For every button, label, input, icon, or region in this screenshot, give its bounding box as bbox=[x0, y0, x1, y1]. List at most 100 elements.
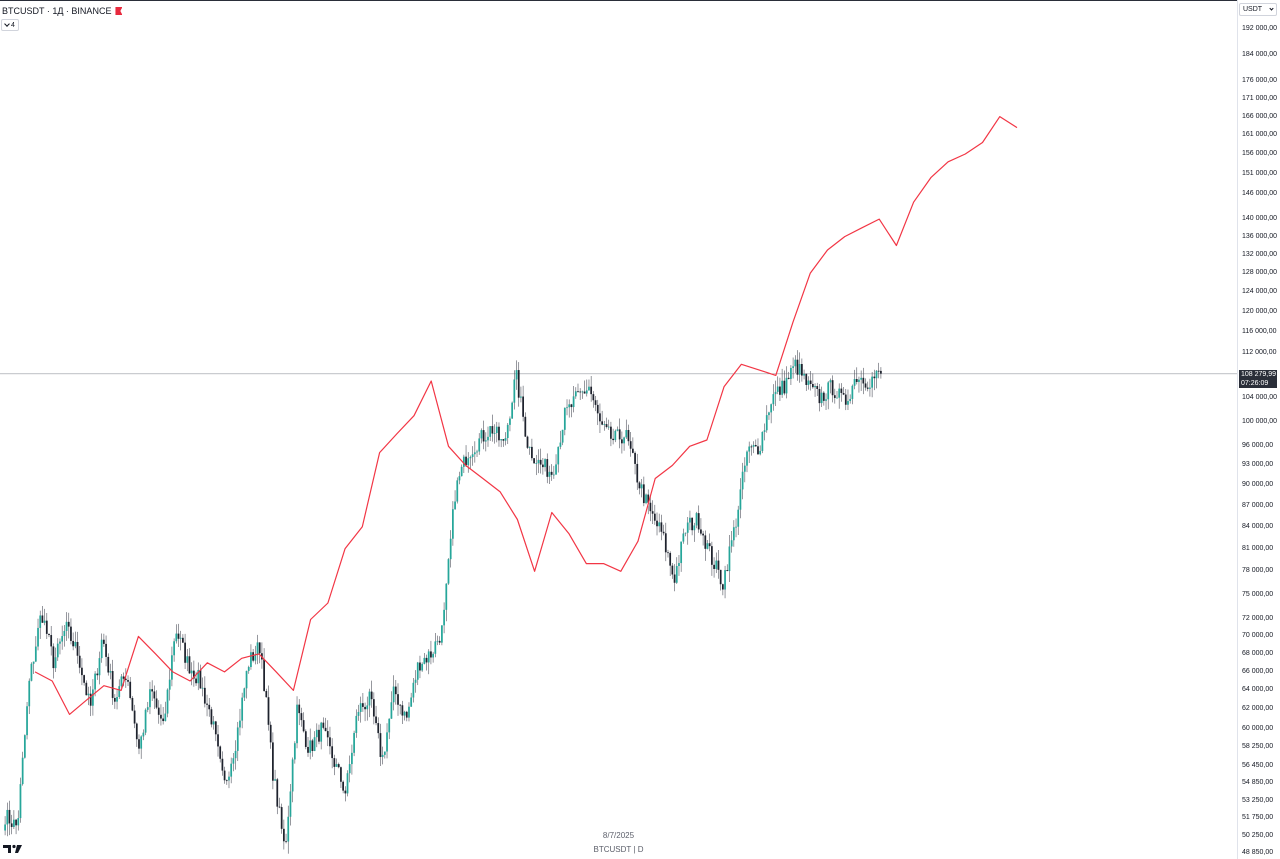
candle bbox=[96, 668, 99, 680]
candle bbox=[818, 383, 821, 412]
price-tick-label: 136 000,00 bbox=[1242, 232, 1278, 240]
price-tick-label: 81 000,00 bbox=[1242, 544, 1274, 552]
candle bbox=[12, 810, 15, 830]
candle bbox=[660, 514, 663, 541]
overlay-series-line bbox=[34, 116, 1018, 715]
candle bbox=[78, 646, 81, 674]
candle bbox=[337, 762, 340, 769]
candle bbox=[662, 524, 665, 536]
price-tick-label: 72 000,00 bbox=[1242, 615, 1274, 623]
candle bbox=[236, 721, 239, 762]
candle bbox=[842, 387, 845, 396]
candle bbox=[759, 445, 762, 456]
candle bbox=[302, 712, 305, 733]
candle bbox=[245, 670, 248, 699]
candle bbox=[243, 687, 246, 702]
candle bbox=[798, 352, 801, 383]
candle bbox=[772, 384, 775, 411]
candle bbox=[100, 633, 103, 663]
candle bbox=[816, 382, 819, 397]
candle bbox=[353, 730, 355, 757]
candle bbox=[487, 426, 489, 447]
candle bbox=[291, 757, 294, 803]
candle bbox=[636, 453, 639, 490]
candle bbox=[217, 724, 219, 757]
candle bbox=[548, 465, 551, 485]
candle bbox=[109, 663, 112, 680]
indicators-toggle-button[interactable]: 4 bbox=[1, 19, 19, 31]
candle bbox=[743, 457, 746, 483]
symbol-title[interactable]: BTCUSDT · 1Д · BINANCE bbox=[2, 4, 123, 18]
candle bbox=[94, 671, 96, 697]
candle bbox=[157, 700, 160, 724]
candle bbox=[520, 386, 522, 403]
candle bbox=[524, 412, 527, 437]
price-tick-label: 100 000,00 bbox=[1242, 417, 1278, 425]
candle bbox=[638, 481, 641, 495]
tradingview-logo-icon[interactable] bbox=[3, 844, 23, 854]
candle bbox=[658, 513, 661, 533]
price-axis[interactable] bbox=[1237, 0, 1280, 859]
candle bbox=[357, 704, 360, 721]
candle bbox=[814, 383, 816, 397]
flag-icon[interactable] bbox=[115, 7, 123, 15]
price-tick-label: 78 000,00 bbox=[1242, 567, 1274, 575]
candle bbox=[206, 694, 208, 717]
candle bbox=[362, 693, 364, 712]
candle bbox=[326, 720, 329, 747]
candle bbox=[41, 605, 44, 623]
candle bbox=[410, 692, 413, 707]
candle bbox=[203, 676, 206, 708]
candle bbox=[388, 718, 391, 740]
candle bbox=[120, 673, 123, 688]
candle bbox=[467, 452, 470, 473]
candle bbox=[144, 708, 147, 736]
candle bbox=[87, 686, 90, 706]
candle bbox=[133, 704, 136, 729]
candle bbox=[405, 710, 408, 722]
candle bbox=[768, 411, 770, 420]
indicator-count: 4 bbox=[11, 21, 15, 29]
candle bbox=[682, 528, 685, 544]
candle bbox=[329, 726, 331, 755]
currency-button[interactable]: USDT bbox=[1239, 3, 1277, 16]
candle bbox=[379, 723, 382, 767]
candle bbox=[263, 648, 265, 692]
candle bbox=[443, 602, 445, 634]
candle bbox=[449, 530, 452, 568]
candle bbox=[182, 634, 184, 643]
candle bbox=[98, 651, 101, 685]
candle bbox=[92, 679, 94, 716]
candle bbox=[546, 453, 549, 484]
candle bbox=[750, 444, 753, 456]
candle bbox=[377, 717, 380, 739]
price-tick-label: 140 000,00 bbox=[1242, 215, 1278, 223]
candle bbox=[739, 478, 742, 519]
candle bbox=[138, 734, 140, 755]
candle bbox=[287, 805, 290, 854]
candle bbox=[684, 532, 687, 537]
candle bbox=[495, 421, 498, 443]
candle bbox=[192, 660, 195, 687]
candle bbox=[601, 410, 604, 426]
candle bbox=[715, 552, 718, 574]
candle bbox=[631, 437, 634, 454]
candle bbox=[149, 681, 151, 715]
candle bbox=[447, 558, 450, 585]
price-tick-label: 56 450,00 bbox=[1242, 761, 1274, 769]
candle bbox=[454, 490, 456, 510]
candle bbox=[256, 634, 259, 665]
candle bbox=[441, 625, 443, 646]
candle bbox=[113, 694, 116, 709]
candle bbox=[151, 680, 154, 701]
candle bbox=[581, 390, 584, 399]
price-plot[interactable] bbox=[0, 0, 1237, 859]
candle bbox=[770, 403, 773, 424]
candle bbox=[730, 531, 733, 553]
candle bbox=[8, 800, 11, 836]
chevron-down-icon bbox=[1269, 6, 1274, 11]
candle bbox=[37, 618, 39, 651]
candle bbox=[346, 770, 349, 797]
price-tick-label: 70 000,00 bbox=[1242, 632, 1274, 640]
